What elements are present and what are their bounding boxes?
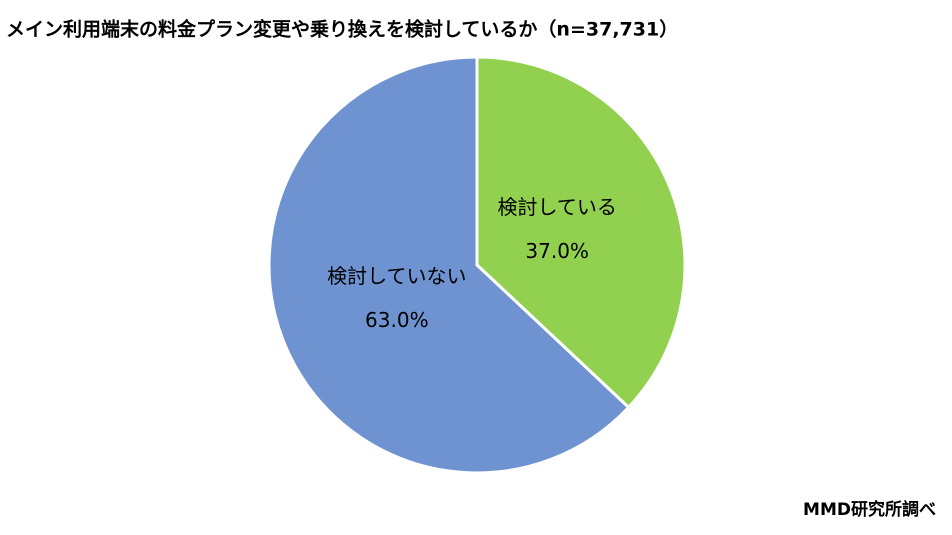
slice-label: 検討していない [327, 264, 466, 288]
source-note: MMD研究所調べ [803, 499, 936, 520]
pie-slice [267, 55, 631, 475]
chart-title: メイン利用端末の料金プラン変更や乗り換えを検討しているか（n=37,731） [6, 18, 678, 41]
slice-value-label: 37.0% [525, 239, 589, 263]
slice-value-label: 63.0% [365, 308, 429, 332]
pie-slice [475, 55, 687, 410]
slice-label: 検討している [497, 195, 616, 219]
